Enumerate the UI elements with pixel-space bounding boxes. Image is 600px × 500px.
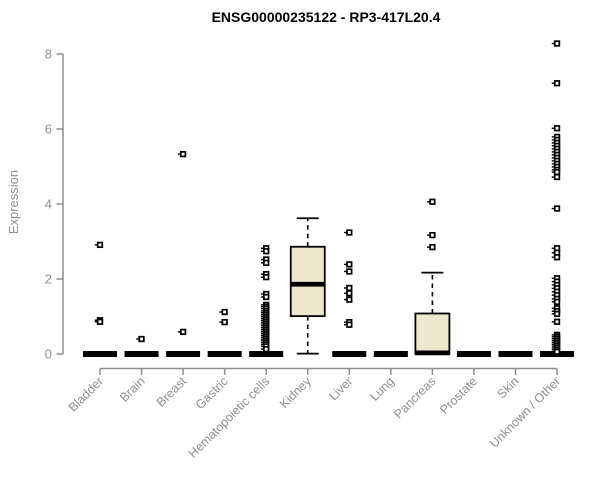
x-tick-label-prostate: Prostate	[437, 374, 480, 417]
boxplot-hematopoietic-cells	[249, 245, 284, 357]
collapsed-box	[207, 351, 242, 357]
chart-title: ENSG00000235122 - RP3-417L20.4	[211, 9, 441, 25]
outlier-point	[553, 205, 561, 212]
x-tick-label-unknown-other: Unknown / Other	[487, 374, 563, 450]
outlier-point	[179, 328, 187, 336]
y-tick-label: 2	[45, 272, 52, 287]
boxplot-skin	[498, 351, 533, 357]
x-tick-label-bladder: Bladder	[66, 374, 106, 414]
x-tick-label-gastric: Gastric	[193, 374, 231, 412]
outlier-point	[96, 318, 104, 325]
outlier-point	[553, 318, 561, 325]
x-tick-label-liver: Liver	[326, 374, 355, 403]
collapsed-box	[166, 351, 201, 357]
box	[289, 245, 326, 318]
x-tick-label-lung: Lung	[367, 374, 397, 404]
collapsed-box	[83, 351, 117, 357]
outlier-point	[221, 308, 228, 316]
y-axis: 0 2 4 6 8	[45, 47, 64, 362]
x-tick-label-skin: Skin	[495, 374, 522, 401]
outlier-point	[553, 310, 561, 318]
outlier-point	[553, 298, 561, 306]
outlier-point	[553, 254, 561, 261]
outlier-point	[263, 293, 270, 301]
outlier-point	[553, 348, 561, 355]
collapsed-box	[124, 351, 159, 357]
x-tick-label-breast: Breast	[154, 374, 190, 410]
boxplot-liver	[332, 229, 367, 357]
outlier-point	[138, 335, 145, 343]
x-tick-label-pancreas: Pancreas	[391, 374, 438, 421]
collapsed-box	[249, 351, 284, 357]
outlier-point	[429, 198, 436, 205]
outlier-point	[263, 248, 270, 255]
x-tick-label-hematopoietic-cells: Hematopoietic cells	[186, 374, 273, 461]
x-tick-label-kidney: Kidney	[277, 374, 314, 411]
box	[414, 312, 451, 355]
boxplot-brain	[124, 335, 159, 357]
outlier-point	[429, 231, 436, 239]
outlier-point	[553, 40, 561, 47]
outlier-point	[553, 173, 561, 181]
collapsed-box	[456, 351, 491, 357]
boxplot-bladder	[83, 241, 117, 357]
outlier-point	[263, 259, 270, 267]
outlier-point	[346, 268, 353, 275]
outlier-point	[346, 296, 353, 303]
outlier-point	[346, 290, 353, 297]
boxplot-lung	[373, 351, 408, 357]
outlier-point	[221, 318, 228, 326]
boxplot-kidney	[289, 217, 326, 355]
outlier-point	[553, 168, 561, 176]
y-tick-label: 4	[45, 197, 52, 212]
y-tick-label: 8	[45, 47, 52, 62]
boxplot-pancreas	[414, 198, 451, 356]
y-tick-label: 0	[45, 347, 52, 362]
boxplot-breast	[166, 150, 201, 357]
outlier-point	[429, 243, 436, 251]
boxplot-unknown-other	[540, 40, 575, 357]
outlier-point	[346, 229, 353, 236]
outlier-point	[346, 261, 353, 268]
outlier-point	[553, 80, 561, 87]
boxplot-gastric	[207, 308, 242, 357]
outlier-point	[263, 273, 270, 281]
x-tick-label-brain: Brain	[117, 374, 148, 405]
collapsed-box	[498, 351, 533, 357]
boxplot-prostate	[456, 351, 491, 357]
outlier-point	[179, 150, 187, 158]
collapsed-box	[373, 351, 408, 357]
outlier-point	[346, 321, 353, 328]
outlier-point	[96, 241, 104, 249]
collapsed-box	[332, 351, 367, 357]
outlier-point	[263, 345, 270, 353]
outlier-point	[346, 284, 353, 292]
outlier-point	[553, 125, 561, 132]
y-tick-label: 6	[45, 122, 52, 137]
